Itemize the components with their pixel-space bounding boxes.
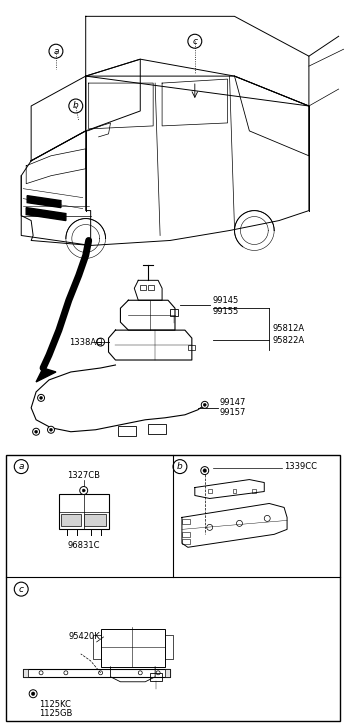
Bar <box>252 489 256 492</box>
Text: a: a <box>53 47 59 56</box>
Circle shape <box>82 489 85 492</box>
Bar <box>208 489 212 492</box>
Bar <box>148 424 166 434</box>
Bar <box>84 515 106 526</box>
Bar <box>23 669 170 677</box>
Text: 1327CB: 1327CB <box>67 471 100 480</box>
Text: c: c <box>19 585 24 594</box>
Bar <box>188 345 195 350</box>
Text: 1338AC: 1338AC <box>69 337 102 347</box>
Circle shape <box>203 469 207 473</box>
Text: 95822A: 95822A <box>272 336 304 345</box>
Text: a: a <box>18 462 24 471</box>
Circle shape <box>201 401 208 409</box>
Bar <box>233 489 236 492</box>
Bar <box>165 669 170 677</box>
Bar <box>170 309 178 316</box>
Circle shape <box>35 430 38 433</box>
Bar <box>150 672 162 680</box>
Text: 99157: 99157 <box>220 409 246 417</box>
Circle shape <box>47 426 54 433</box>
Polygon shape <box>27 196 61 208</box>
Bar <box>101 629 165 667</box>
Bar <box>118 426 136 435</box>
Text: 99155: 99155 <box>213 307 239 316</box>
Circle shape <box>80 486 88 494</box>
Text: 95420K: 95420K <box>69 632 101 641</box>
Bar <box>6 454 340 720</box>
Circle shape <box>201 467 209 475</box>
Circle shape <box>29 690 37 698</box>
Bar <box>61 515 81 526</box>
Text: 99145: 99145 <box>213 296 239 305</box>
Text: 95812A: 95812A <box>272 324 304 333</box>
Text: b: b <box>73 102 79 111</box>
Text: 1339CC: 1339CC <box>284 462 317 471</box>
Circle shape <box>33 428 39 435</box>
Text: b: b <box>177 462 183 471</box>
Circle shape <box>203 403 206 406</box>
Text: 1125GB: 1125GB <box>39 709 72 718</box>
Bar <box>59 494 109 529</box>
Text: 1125KC: 1125KC <box>39 700 71 710</box>
Circle shape <box>31 692 35 696</box>
Bar <box>23 669 28 677</box>
Circle shape <box>38 394 45 401</box>
Text: c: c <box>192 37 197 46</box>
Bar <box>182 539 190 545</box>
Bar <box>140 285 146 290</box>
Text: 99147: 99147 <box>220 398 246 407</box>
Circle shape <box>39 396 43 399</box>
Bar <box>182 519 190 524</box>
Polygon shape <box>26 208 66 220</box>
Text: 96831C: 96831C <box>67 541 100 550</box>
Polygon shape <box>36 368 56 382</box>
Circle shape <box>49 428 53 431</box>
Bar <box>148 285 154 290</box>
Bar <box>182 532 190 537</box>
